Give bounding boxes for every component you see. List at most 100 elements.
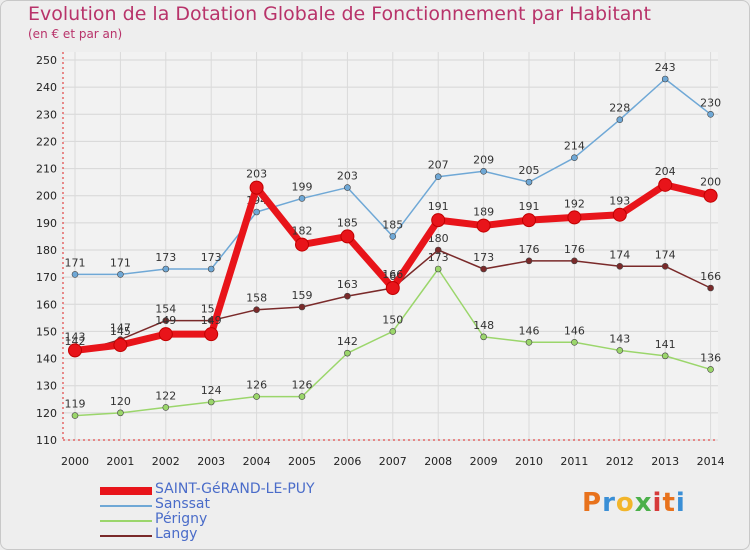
y-tick-label: 240 (36, 81, 57, 94)
chart-subtitle: (en € et par an) (28, 27, 123, 41)
data-label: 126 (246, 379, 267, 392)
data-label: 207 (428, 159, 449, 172)
data-point (571, 338, 578, 346)
plot-area (63, 52, 718, 440)
data-label: 180 (428, 232, 449, 245)
data-label: 136 (700, 351, 721, 364)
data-point (340, 229, 355, 244)
x-tick-label: 2012 (606, 455, 634, 468)
data-point (298, 303, 306, 311)
data-label: 176 (564, 243, 585, 256)
legend-swatch (100, 487, 152, 495)
data-point (431, 213, 446, 228)
proxiti-logo: Proxiti (582, 488, 686, 518)
data-point (661, 352, 669, 360)
y-tick-label: 170 (36, 271, 57, 284)
data-point (434, 265, 442, 273)
data-point (158, 327, 173, 342)
data-point (522, 213, 536, 228)
data-point (434, 173, 442, 181)
data-label: 120 (110, 395, 131, 408)
chart-title: Evolution de la Dotation Globale de Fonc… (28, 3, 651, 25)
data-point (703, 188, 718, 203)
data-point (253, 208, 260, 216)
data-point (480, 333, 487, 341)
data-label: 191 (519, 200, 540, 213)
y-tick-label: 110 (36, 434, 57, 447)
x-tick-label: 2005 (288, 455, 316, 468)
x-tick-label: 2004 (243, 455, 271, 468)
data-label: 147 (110, 322, 131, 335)
data-label: 149 (201, 314, 222, 327)
data-label: 243 (655, 61, 676, 74)
data-label: 119 (65, 398, 86, 411)
y-tick-label: 220 (36, 135, 57, 148)
data-label: 143 (609, 332, 630, 345)
data-point (707, 366, 714, 373)
data-point (162, 404, 170, 411)
data-point (344, 292, 351, 300)
x-tick-label: 2000 (61, 455, 89, 468)
data-point (117, 409, 124, 417)
data-label: 204 (655, 165, 676, 178)
data-point (616, 347, 624, 354)
x-tick-label: 2001 (106, 455, 134, 468)
data-label: 199 (292, 180, 313, 193)
x-tick-label: 2010 (515, 455, 543, 468)
data-point (71, 412, 79, 419)
y-tick-label: 250 (36, 54, 57, 67)
data-label: 142 (337, 335, 358, 348)
y-tick-label: 230 (36, 108, 57, 121)
data-point (253, 306, 260, 314)
data-label: 173 (473, 251, 494, 264)
y-tick-label: 140 (36, 353, 57, 366)
data-label: 189 (473, 206, 494, 219)
data-label: 145 (110, 325, 131, 338)
data-label: 205 (519, 164, 540, 177)
x-tick-label: 2008 (424, 455, 452, 468)
data-point (162, 317, 170, 324)
data-label: 191 (428, 200, 449, 213)
data-point (389, 328, 397, 335)
data-label: 192 (564, 197, 585, 210)
data-label: 141 (655, 338, 676, 351)
legend-label: SAINT-GéRAND-LE-PUY (155, 481, 315, 497)
legend-label: Langy (155, 526, 198, 542)
data-point (525, 257, 533, 265)
data-label: 193 (609, 195, 630, 208)
data-point (525, 338, 533, 346)
data-label: 214 (564, 140, 585, 153)
data-label: 174 (609, 248, 630, 261)
data-point (707, 284, 714, 292)
data-label: 176 (519, 243, 540, 256)
data-label: 203 (337, 170, 358, 183)
data-label: 230 (700, 96, 721, 109)
data-point (295, 237, 309, 252)
data-point (707, 110, 714, 118)
legend-swatch (100, 520, 152, 522)
data-label: 171 (110, 256, 131, 269)
data-label: 149 (155, 314, 176, 327)
legend-swatch (100, 505, 152, 507)
data-label: 146 (519, 324, 540, 337)
data-point (117, 271, 124, 278)
data-point (480, 167, 487, 175)
data-label: 148 (473, 319, 494, 332)
x-tick-label: 2013 (651, 455, 679, 468)
data-label: 166 (382, 268, 403, 281)
data-point (204, 327, 219, 342)
data-point (71, 271, 79, 278)
data-point (658, 177, 673, 192)
data-label: 174 (655, 248, 676, 261)
data-label: 185 (337, 216, 358, 229)
data-label: 166 (700, 270, 721, 283)
data-point (113, 338, 128, 352)
data-point (661, 75, 669, 83)
data-label: 173 (201, 251, 222, 264)
data-label: 124 (201, 384, 222, 397)
data-label: 122 (155, 389, 176, 402)
y-tick-label: 120 (36, 407, 57, 420)
y-tick-label: 200 (36, 190, 57, 203)
data-point (480, 265, 487, 273)
data-point (385, 281, 400, 295)
